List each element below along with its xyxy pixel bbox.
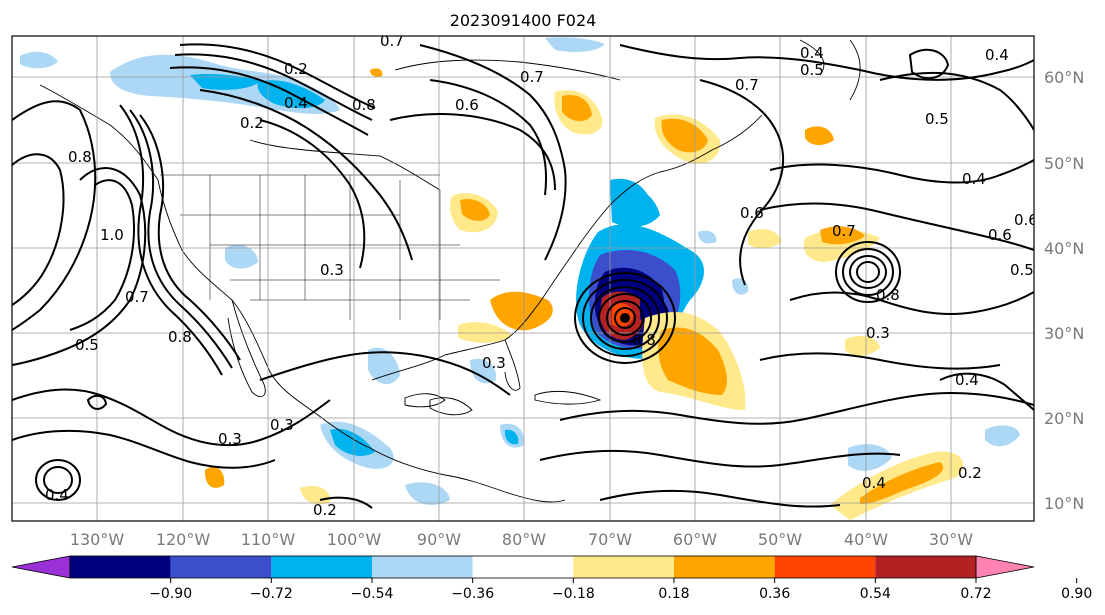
shading-layer — [20, 37, 1020, 520]
contour-label: 0.6 — [988, 226, 1012, 244]
atlantic-low-contours — [835, 241, 901, 303]
lat-label: 20°N — [1044, 409, 1084, 428]
contour-label: 0.3 — [218, 430, 242, 448]
contour-label: 0.8 — [68, 148, 92, 166]
colorbar-segment — [674, 556, 775, 578]
contour-label: 0.7 — [125, 288, 149, 306]
contour-label: 0.7 — [380, 32, 404, 50]
contour-label: 1.0 — [100, 226, 124, 244]
contour-label: 0.8 — [632, 331, 656, 349]
lat-label: 10°N — [1044, 494, 1084, 513]
contour-label: 0.5 — [800, 61, 824, 79]
contour-label: 0.5 — [1010, 261, 1034, 279]
colorbar-frame — [69, 555, 977, 579]
colorbar-segment — [573, 556, 674, 578]
colorbar-extend-high — [975, 555, 1035, 579]
colorbar-segment — [271, 556, 372, 578]
lon-label: 120°W — [156, 530, 211, 549]
colorbar-tick-label: 0.72 — [960, 586, 991, 602]
contour-label: 0.3 — [482, 354, 506, 372]
colorbar-tick-label: 0.54 — [860, 586, 891, 602]
colorbar-tick-label: −0.18 — [552, 586, 595, 602]
colorbar: −0.90 −0.72 −0.54 −0.36 −0.18 0.18 0.36 0.54 0.7… — [11, 555, 1092, 602]
contour-label: 0.5 — [75, 336, 99, 354]
colorbar-tick-label: −0.54 — [351, 586, 394, 602]
colorbar-tick-label: −0.90 — [149, 586, 192, 602]
coastlines — [39, 39, 861, 503]
contour-label: 0.2 — [958, 464, 982, 482]
lon-label: 80°W — [502, 530, 546, 549]
colorbar-tick-label: −0.72 — [250, 586, 293, 602]
lon-label: 110°W — [241, 530, 296, 549]
lon-label: 90°W — [417, 530, 461, 549]
lon-label: 130°W — [70, 530, 125, 549]
contour-label: 0.7 — [735, 76, 759, 94]
map-title: 2023091400 F024 — [450, 11, 597, 30]
contour-label: 0.4 — [985, 46, 1009, 64]
colorbar-tick-label: 0.90 — [1061, 586, 1092, 602]
pacific-small-low — [35, 459, 81, 501]
lon-label: 100°W — [327, 530, 382, 549]
contour-label: 0.4 — [962, 170, 986, 188]
contour-label: 0.4 — [284, 94, 308, 112]
colorbar-segment — [170, 556, 272, 578]
colorbar-segment — [372, 556, 473, 578]
lon-label: 40°W — [844, 530, 888, 549]
contour-label: 0.7 — [832, 222, 856, 240]
contour-label: 0.5 — [925, 110, 949, 128]
contour-label: 0.7 — [520, 68, 544, 86]
lon-label: 50°W — [758, 530, 802, 549]
colorbar-segment — [875, 556, 976, 578]
contour-label: 0.2 — [313, 501, 337, 519]
colorbar-tick-label: −0.36 — [451, 586, 494, 602]
colorbar-tick-label: 0.36 — [759, 586, 790, 602]
contour-label: 0.4 — [862, 474, 886, 492]
contour-label: 0.4 — [955, 371, 979, 389]
hurricane-contours — [574, 272, 676, 364]
contour-label: 0.3 — [866, 324, 890, 342]
contour-lines — [12, 43, 1034, 509]
lon-label: 60°W — [673, 530, 717, 549]
colorbar-segment — [472, 556, 574, 578]
lon-label: 70°W — [588, 530, 632, 549]
colorbar-segment — [70, 556, 171, 578]
colorbar-segment — [774, 556, 876, 578]
contour-label: 0.3 — [270, 416, 294, 434]
contour-label: 0.2 — [284, 60, 308, 78]
contour-label: 0.8 — [168, 328, 192, 346]
contour-label: 0.4 — [800, 44, 824, 62]
lat-label: 60°N — [1044, 68, 1084, 87]
lat-label: 50°N — [1044, 154, 1084, 173]
lon-label: 30°W — [929, 530, 973, 549]
colorbar-segments — [11, 555, 1035, 579]
contour-label-group: 0.2 0.4 0.8 0.2 0.6 0.7 0.4 0.5 0.4 0.5 … — [45, 32, 1038, 519]
colorbar-tick-label: 0.18 — [658, 586, 689, 602]
contour-label: 0.6 — [1014, 211, 1038, 229]
colorbar-ticks: −0.90 −0.72 −0.54 −0.36 −0.18 0.18 0.36 0.54 0.7… — [149, 578, 1092, 602]
contour-label: 0.4 — [45, 486, 69, 504]
contour-label: 0.6 — [455, 96, 479, 114]
contour-label: 0.2 — [240, 114, 264, 132]
contour-label: 0.6 — [740, 204, 764, 222]
lat-label: 40°N — [1044, 239, 1084, 258]
map-panel: 0.2 0.4 0.8 0.2 0.6 0.7 0.4 0.5 0.4 0.5 … — [12, 32, 1038, 521]
lat-label: 30°N — [1044, 324, 1084, 343]
political-boundaries — [160, 174, 500, 320]
contour-label: 0.8 — [876, 286, 900, 304]
longitude-labels: 130°W 120°W 110°W 100°W 90°W 80°W 70°W 6… — [70, 530, 973, 549]
contour-label: 0.3 — [320, 261, 344, 279]
colorbar-extend-low — [11, 555, 71, 579]
lat-lon-grid — [12, 36, 1034, 521]
positive-anomaly-regions — [204, 68, 964, 520]
contour-label: 0.8 — [352, 96, 376, 114]
map-frame — [11, 35, 1035, 522]
negative-anomaly-regions — [20, 37, 1020, 505]
latitude-labels: 10°N 20°N 30°N 40°N 50°N 60°N — [1044, 68, 1084, 513]
